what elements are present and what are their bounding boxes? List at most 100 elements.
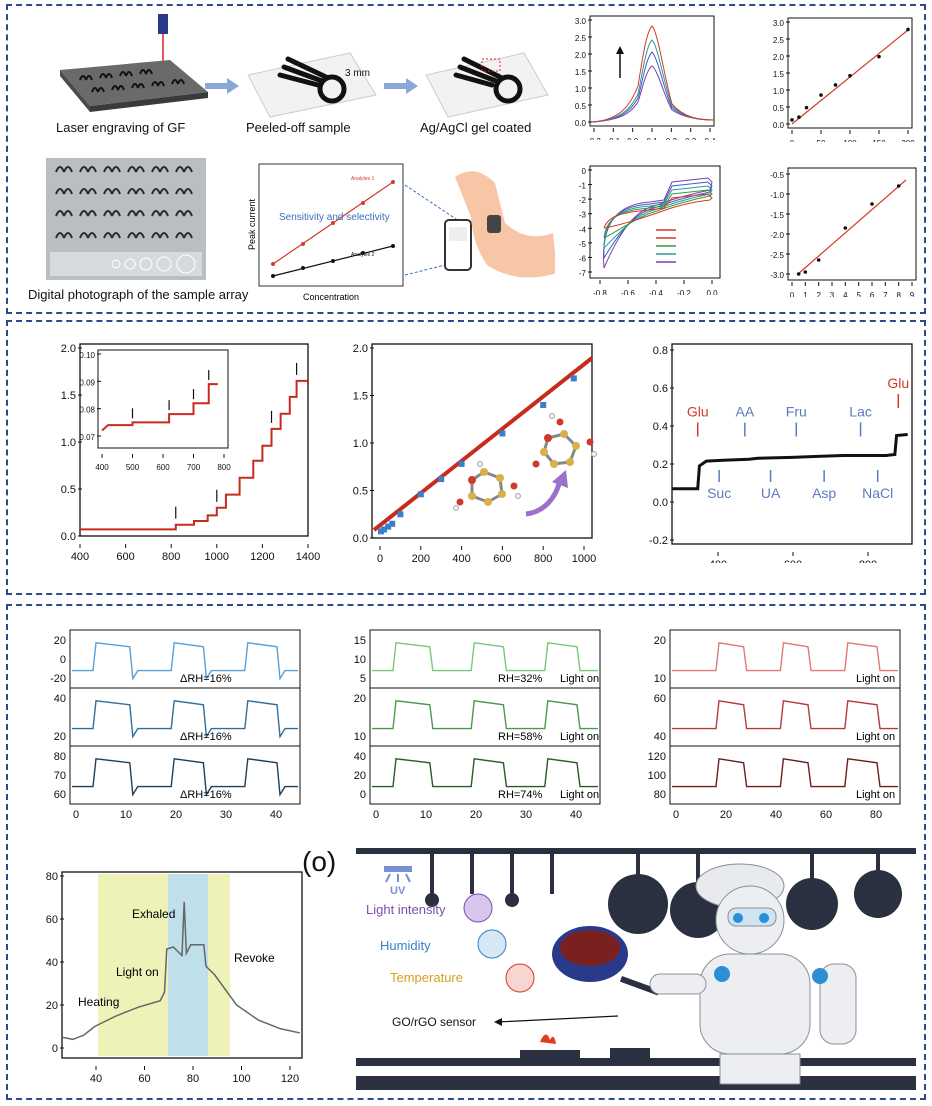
x-tick-label: 3 xyxy=(830,291,835,297)
x-tick-label: 30 xyxy=(520,809,532,821)
data-point xyxy=(819,93,823,97)
label-humidity: Humidity xyxy=(380,938,431,953)
exhaled-breath-chart: 80 60 40 20 0 40 60 80 100 120 Heating Light on E… xyxy=(46,871,303,1084)
y-tick-label: -1.0 xyxy=(770,191,784,200)
y-tick-label: 1.5 xyxy=(773,70,785,79)
y-tick-label: 0.0 xyxy=(61,531,76,543)
y-tick-label: 40 xyxy=(354,751,366,763)
caption-peeled: Peeled-off sample xyxy=(246,120,351,135)
x-tick-label: 10 xyxy=(420,809,432,821)
y-tick-label: 20 xyxy=(354,770,366,782)
data-point xyxy=(397,511,404,518)
data-point xyxy=(803,270,808,274)
x-tick-label: 0 xyxy=(673,809,679,821)
y-tick-label: 1.0 xyxy=(575,85,587,94)
y-tick-label: 15 xyxy=(354,635,366,647)
y-tick-label: 2.0 xyxy=(61,343,76,355)
y-tick-label: 20 xyxy=(354,693,366,705)
y-tick-label: 80 xyxy=(654,789,666,801)
rh-light-stack-chart: 15 10 5 RH=32% Light on 20 10 RH=58% Light on 40 2… xyxy=(354,629,601,821)
data-point xyxy=(833,83,838,87)
virus-icon xyxy=(463,893,493,923)
y-tick-label: 0 xyxy=(582,167,587,176)
y-tick-label: 1.5 xyxy=(353,391,368,403)
annotation-revoke: Revoke xyxy=(234,951,275,965)
x-tick-label: 1200 xyxy=(250,551,274,563)
x-tick-label: 1 xyxy=(803,291,808,297)
y-tick-label: 20 xyxy=(46,1000,58,1012)
y-tick-label: 10 xyxy=(354,731,366,743)
data-point xyxy=(499,430,506,437)
label-sensor: GO/rGO sensor xyxy=(392,1015,476,1029)
y-tick-label: 5 xyxy=(360,673,366,685)
x-tick-label: 1000 xyxy=(205,551,229,563)
y-tick-label: -0.5 xyxy=(770,171,784,180)
amperometric-chart: 2.0 1.5 1.0 0.5 0.0 400 600 800 1000 1200 1400 0.1… xyxy=(61,343,320,563)
x-tick-label: -0.1 xyxy=(606,137,620,140)
panel-humidity-light xyxy=(6,604,926,1100)
y-tick-label: 2.0 xyxy=(575,51,587,60)
laser-engraving-illustration xyxy=(60,14,208,112)
label-asp: Asp xyxy=(812,485,836,501)
y-tick-label: 100 xyxy=(648,770,666,782)
x-tick-label: 400 xyxy=(95,463,109,472)
data-point xyxy=(790,118,794,122)
y-tick-label: 70 xyxy=(54,770,66,782)
trace-label: ΔRH=16% xyxy=(180,789,232,801)
x-tick-label: 50 xyxy=(817,139,826,142)
linear-fit-chart: 2.0 1.5 1.0 0.5 0.0 0 200 400 600 800 1000 xyxy=(353,343,597,565)
x-tick-label: 40 xyxy=(570,809,582,821)
x-tick-label: 600 xyxy=(784,559,802,563)
series-trace xyxy=(372,699,598,730)
data-point xyxy=(896,184,901,188)
label-glu2: Glu xyxy=(887,375,909,391)
x-tick-label: 0.4 xyxy=(704,137,716,140)
data-point xyxy=(804,105,809,110)
x-tick-label: 9 xyxy=(910,291,915,297)
y-tick-label: -2.5 xyxy=(770,251,784,260)
series-trace xyxy=(72,757,298,797)
arrow-right-icon xyxy=(205,78,239,94)
gluconolactone-molecule-icon xyxy=(532,413,597,468)
y-tick-label: 1.0 xyxy=(353,438,368,450)
y-tick-label: -20 xyxy=(50,673,66,685)
x-tick-label: 7 xyxy=(883,291,888,297)
trace-label: RH=32% xyxy=(498,673,543,685)
y-tick-label: 80 xyxy=(46,871,58,883)
x-tick-label: -0.6 xyxy=(621,289,635,295)
y-tick-label: 0.5 xyxy=(773,104,785,113)
water-drop-icon xyxy=(477,929,507,959)
y-tick-label: -6 xyxy=(579,254,587,263)
y-tick-label: 0.6 xyxy=(653,383,668,395)
y-tick-label: 0.4 xyxy=(653,421,668,433)
schematic-title: Sensitivity and selectivity xyxy=(279,212,390,223)
x-tick-label: 200 xyxy=(412,553,430,565)
y-tick-label: 0 xyxy=(360,789,366,801)
data-point xyxy=(438,476,445,483)
label-lac: Lac xyxy=(849,404,872,420)
x-tick-label: -0.2 xyxy=(587,137,601,140)
data-point xyxy=(843,226,848,230)
y-tick-label: 0.5 xyxy=(61,484,76,496)
x-tick-label: 0.1 xyxy=(646,137,658,140)
label-aa: AA xyxy=(736,404,755,420)
y-tick-label: 0.5 xyxy=(353,486,368,498)
y-tick-label: 1.5 xyxy=(61,390,76,402)
cv-chart: 0 -1 -2 -3 -4 -5 -6 -7 -0.8 -0.6 -0.4 -0.2 0.0 xyxy=(579,165,721,295)
x-tick-label: 600 xyxy=(493,553,511,565)
data-point xyxy=(381,526,388,533)
peeled-sample-illustration xyxy=(247,52,377,118)
x-tick-label: 100 xyxy=(843,139,857,142)
y-tick-label: 3.0 xyxy=(575,17,587,26)
label-fru: Fru xyxy=(786,404,807,420)
x-tick-label: 0 xyxy=(790,139,795,142)
y-tick-label: 0.07 xyxy=(79,433,95,442)
y-tick-label: -2.0 xyxy=(770,231,784,240)
y-tick-label: 0.0 xyxy=(653,497,668,509)
label-nacl: NaCl xyxy=(862,485,893,501)
x-tick-label: 800 xyxy=(162,551,180,563)
x-tick-label: 150 xyxy=(872,139,886,142)
x-tick-label: 10 xyxy=(120,809,132,821)
x-tick-label: 20 xyxy=(720,809,732,821)
glucose-molecule-icon xyxy=(453,461,521,511)
